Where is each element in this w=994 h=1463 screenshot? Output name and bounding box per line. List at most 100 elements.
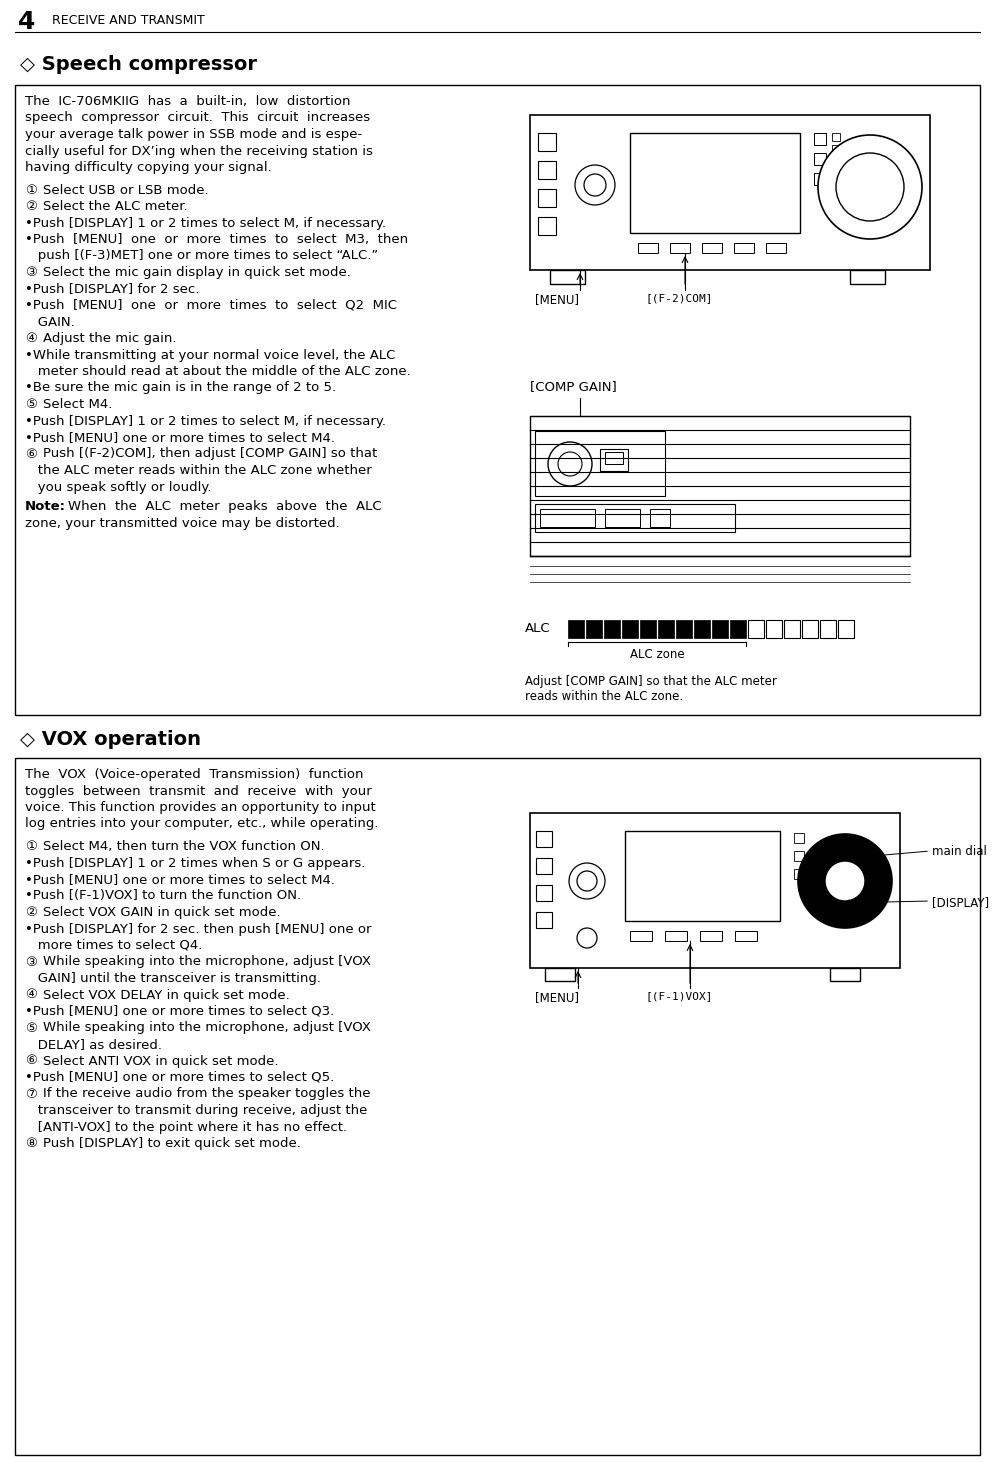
- Text: When  the  ALC  meter  peaks  above  the  ALC: When the ALC meter peaks above the ALC: [68, 500, 382, 514]
- Bar: [536, 831, 552, 847]
- Bar: [730, 620, 746, 638]
- Bar: [538, 161, 556, 178]
- Text: ④: ④: [25, 989, 37, 1002]
- Text: Select VOX DELAY in quick set mode.: Select VOX DELAY in quick set mode.: [43, 989, 289, 1002]
- Text: ②: ②: [25, 906, 37, 919]
- Bar: [538, 133, 556, 151]
- Text: push [(F-3)MET] one or more times to select “ALC.”: push [(F-3)MET] one or more times to sel…: [25, 250, 378, 262]
- Text: •Push [DISPLAY] for 2 sec. then push [MENU] one or: •Push [DISPLAY] for 2 sec. then push [ME…: [25, 923, 371, 935]
- Bar: [813, 154, 825, 165]
- Bar: [624, 831, 779, 922]
- Text: •While transmitting at your normal voice level, the ALC: •While transmitting at your normal voice…: [25, 348, 395, 361]
- Text: cially useful for DX’ing when the receiving station is: cially useful for DX’ing when the receiv…: [25, 145, 373, 158]
- Text: log entries into your computer, etc., while operating.: log entries into your computer, etc., wh…: [25, 818, 378, 831]
- Text: ⑥: ⑥: [25, 448, 37, 461]
- Bar: [793, 869, 803, 879]
- Circle shape: [797, 834, 891, 928]
- Bar: [837, 620, 853, 638]
- Text: •Push [MENU] one or more times to select Q5.: •Push [MENU] one or more times to select…: [25, 1071, 334, 1084]
- Bar: [801, 620, 817, 638]
- Text: [COMP GAIN]: [COMP GAIN]: [530, 380, 616, 394]
- Text: •Push [MENU] one or more times to select Q3.: •Push [MENU] one or more times to select…: [25, 1005, 334, 1018]
- Bar: [831, 145, 839, 151]
- Bar: [649, 509, 669, 527]
- Circle shape: [577, 928, 596, 948]
- Bar: [637, 243, 657, 253]
- Text: •Push [DISPLAY] 1 or 2 times to select M, if necessary.: •Push [DISPLAY] 1 or 2 times to select M…: [25, 414, 386, 427]
- Bar: [545, 969, 575, 982]
- Bar: [599, 449, 627, 471]
- Text: ⑥: ⑥: [25, 1055, 37, 1068]
- Text: GAIN] until the transceiver is transmitting.: GAIN] until the transceiver is transmitt…: [25, 971, 321, 985]
- Bar: [765, 243, 785, 253]
- Text: reads within the ALC zone.: reads within the ALC zone.: [525, 691, 683, 704]
- Circle shape: [583, 174, 605, 196]
- Text: ④: ④: [25, 332, 37, 345]
- Text: While speaking into the microphone, adjust [VOX: While speaking into the microphone, adju…: [43, 955, 371, 969]
- Text: ◇ VOX operation: ◇ VOX operation: [20, 730, 201, 749]
- Bar: [536, 911, 552, 928]
- Text: the ALC meter reads within the ALC zone whether: the ALC meter reads within the ALC zone …: [25, 464, 372, 477]
- Text: main dial: main dial: [931, 846, 986, 857]
- Bar: [629, 133, 799, 233]
- Text: •Push [DISPLAY] for 2 sec.: •Push [DISPLAY] for 2 sec.: [25, 282, 199, 296]
- Bar: [639, 620, 655, 638]
- Text: RECEIVE AND TRANSMIT: RECEIVE AND TRANSMIT: [52, 15, 205, 26]
- Text: [(F-1)VOX]: [(F-1)VOX]: [644, 990, 712, 1001]
- Text: more times to select Q4.: more times to select Q4.: [25, 939, 202, 952]
- Bar: [793, 832, 803, 843]
- Text: ③: ③: [25, 266, 37, 279]
- Bar: [550, 271, 584, 284]
- Bar: [819, 620, 835, 638]
- Bar: [669, 243, 689, 253]
- Bar: [604, 452, 622, 464]
- Text: •Push  [MENU]  one  or  more  times  to  select  Q2  MIC: •Push [MENU] one or more times to select…: [25, 298, 397, 312]
- Text: ⑧: ⑧: [25, 1137, 37, 1150]
- Bar: [604, 509, 639, 527]
- Circle shape: [824, 862, 864, 901]
- Text: DELAY] as desired.: DELAY] as desired.: [25, 1039, 162, 1050]
- Bar: [813, 133, 825, 145]
- Text: Select M4.: Select M4.: [43, 398, 112, 411]
- Bar: [702, 243, 722, 253]
- Circle shape: [817, 135, 921, 238]
- Bar: [536, 885, 552, 901]
- Bar: [712, 620, 728, 638]
- Bar: [629, 930, 651, 941]
- Bar: [765, 620, 781, 638]
- Circle shape: [558, 452, 581, 475]
- Text: •Push [DISPLAY] 1 or 2 times when S or G appears.: •Push [DISPLAY] 1 or 2 times when S or G…: [25, 856, 365, 869]
- Bar: [530, 415, 910, 556]
- Bar: [540, 509, 594, 527]
- Bar: [747, 620, 763, 638]
- Bar: [15, 758, 979, 1456]
- Text: Push [(F-2)COM], then adjust [COMP GAIN] so that: Push [(F-2)COM], then adjust [COMP GAIN]…: [43, 448, 377, 461]
- Text: If the receive audio from the speaker toggles the: If the receive audio from the speaker to…: [43, 1087, 370, 1100]
- Bar: [530, 813, 900, 969]
- Bar: [621, 620, 637, 638]
- Text: •Push [DISPLAY] 1 or 2 times to select M, if necessary.: •Push [DISPLAY] 1 or 2 times to select M…: [25, 217, 386, 230]
- Text: ALC: ALC: [525, 622, 550, 635]
- Text: Adjust [COMP GAIN] so that the ALC meter: Adjust [COMP GAIN] so that the ALC meter: [525, 674, 776, 688]
- Bar: [813, 173, 825, 184]
- Bar: [831, 133, 839, 140]
- Circle shape: [569, 863, 604, 898]
- Text: toggles  between  transmit  and  receive  with  your: toggles between transmit and receive wit…: [25, 784, 372, 797]
- Text: having difficulty copying your signal.: having difficulty copying your signal.: [25, 161, 271, 174]
- Bar: [603, 620, 619, 638]
- Text: [ANTI-VOX] to the point where it has no effect.: [ANTI-VOX] to the point where it has no …: [25, 1121, 347, 1134]
- Text: •Push [MENU] one or more times to select M4.: •Push [MENU] one or more times to select…: [25, 432, 335, 443]
- Text: 4: 4: [18, 10, 36, 34]
- Text: Note:: Note:: [25, 500, 66, 514]
- Text: •Push [MENU] one or more times to select M4.: •Push [MENU] one or more times to select…: [25, 873, 335, 887]
- Text: ⑤: ⑤: [25, 1021, 37, 1034]
- Text: Select ANTI VOX in quick set mode.: Select ANTI VOX in quick set mode.: [43, 1055, 278, 1068]
- Bar: [735, 930, 756, 941]
- Bar: [849, 271, 884, 284]
- Text: meter should read at about the middle of the ALC zone.: meter should read at about the middle of…: [25, 364, 411, 377]
- Text: zone, your transmitted voice may be distorted.: zone, your transmitted voice may be dist…: [25, 516, 339, 530]
- Text: your average talk power in SSB mode and is espe-: your average talk power in SSB mode and …: [25, 127, 362, 140]
- Text: [MENU]: [MENU]: [535, 293, 579, 306]
- Text: you speak softly or loudly.: you speak softly or loudly.: [25, 480, 212, 493]
- Text: GAIN.: GAIN.: [25, 316, 75, 329]
